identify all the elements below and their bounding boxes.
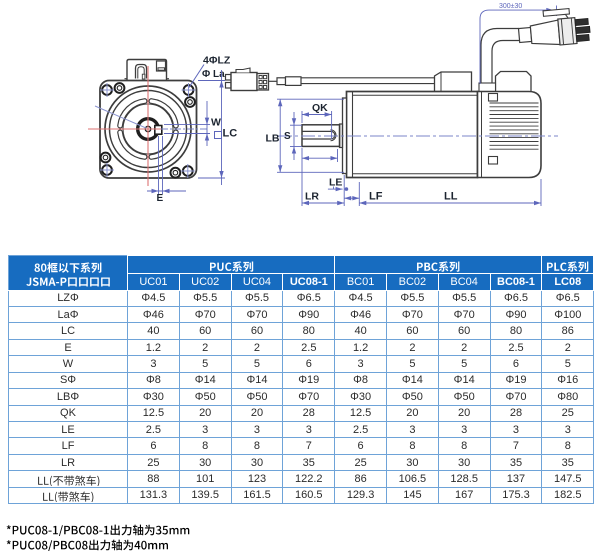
svg-text:LL: LL xyxy=(444,191,458,203)
svg-text:LB: LB xyxy=(266,133,280,145)
svg-text:W: W xyxy=(211,117,221,129)
svg-text:LR: LR xyxy=(305,191,319,203)
svg-text:E: E xyxy=(157,193,164,204)
svg-text:QK: QK xyxy=(312,102,328,114)
svg-text:4ΦLZ: 4ΦLZ xyxy=(203,55,231,67)
svg-text:LF: LF xyxy=(369,191,383,203)
svg-text:S: S xyxy=(284,131,291,142)
svg-text:LE: LE xyxy=(329,177,342,189)
svg-text:300±30: 300±30 xyxy=(499,3,522,10)
svg-text:LC: LC xyxy=(223,128,238,140)
svg-text:Φ La: Φ La xyxy=(202,69,225,80)
